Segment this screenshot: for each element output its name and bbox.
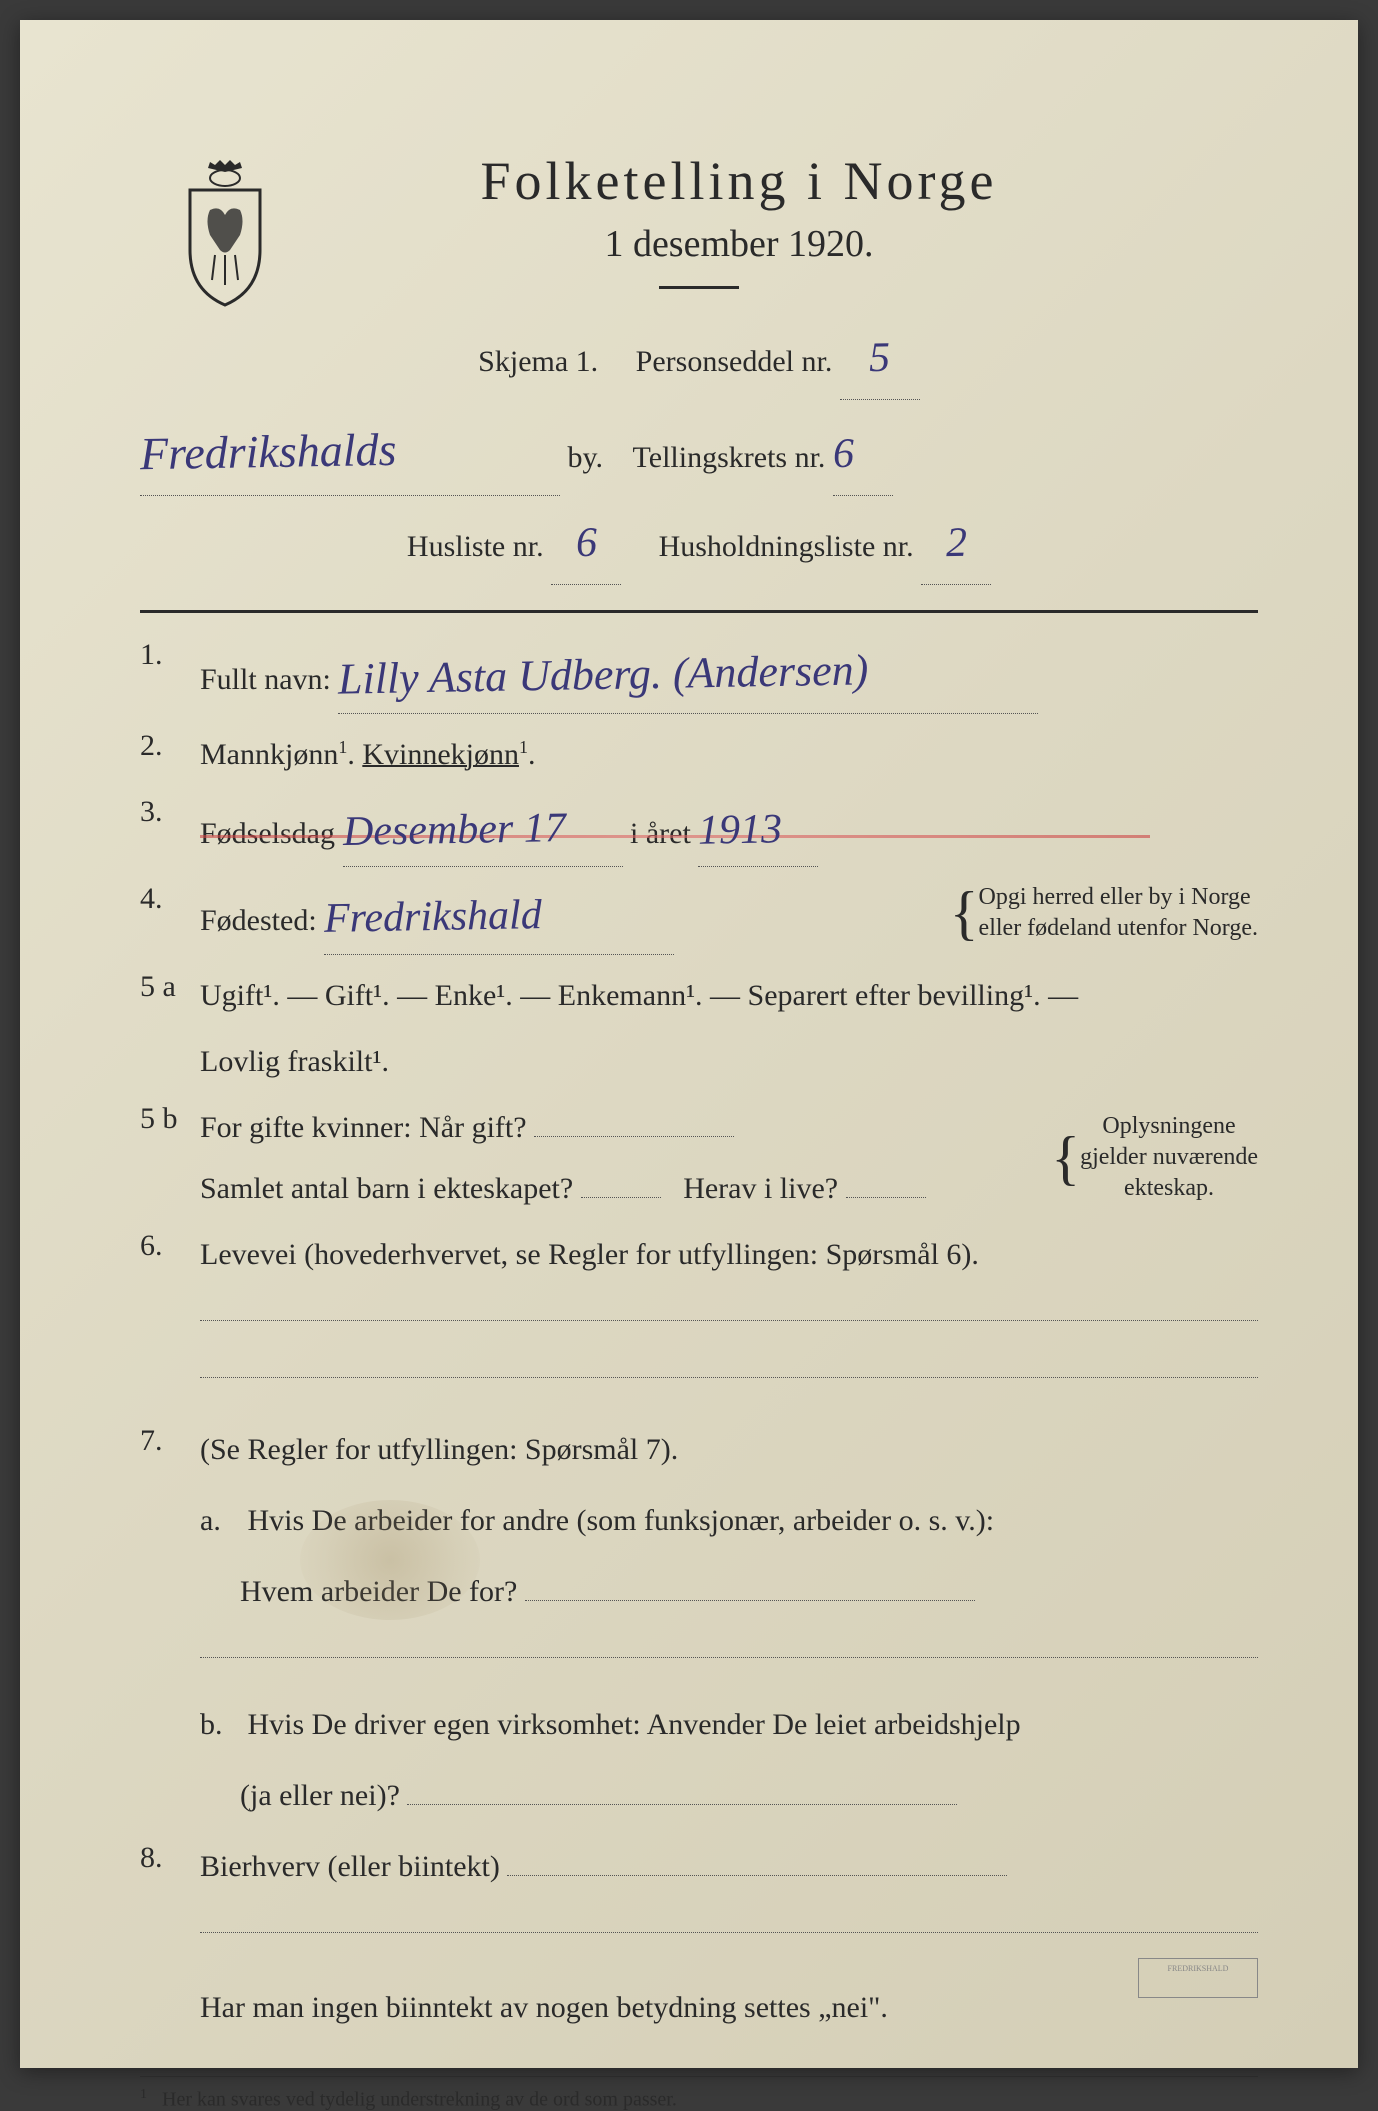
q3-year-label: i året (630, 817, 691, 850)
q7b-line1: Hvis De driver egen virksomhet: Anvender… (248, 1708, 1021, 1741)
question-8: 8. Bierhverv (eller biintekt) (140, 1841, 1258, 1949)
q7a-blank2 (200, 1657, 1258, 1658)
q8-label: Bierhverv (eller biintekt) (200, 1850, 500, 1883)
q7b-blank (407, 1804, 957, 1805)
shield-svg (170, 160, 280, 310)
question-7: 7. (Se Regler for utfyllingen: Spørsmål … (140, 1424, 1258, 1821)
footer-note: Har man ingen biinntekt av nogen betydni… (200, 1979, 1258, 2036)
q5b-note3: ekteskap. (1080, 1173, 1258, 1204)
question-2: 2. Mannkjønn1. Kvinnekjønn1. (140, 729, 1258, 780)
form-subtitle: 1 desember 1920. (220, 222, 1258, 266)
footnote-num: 1 (140, 2087, 147, 2102)
q6-blank2 (200, 1377, 1258, 1378)
q7-label: (Se Regler for utfyllingen: Spørsmål 7). (200, 1424, 1258, 1475)
q1-value: Lilly Asta Udberg. (Andersen) (338, 633, 870, 717)
q1-num: 1. (140, 638, 200, 672)
skjema-label: Skjema 1. (478, 345, 598, 378)
q1-label: Fullt navn: (200, 663, 331, 696)
q3-year-value: 1913 (698, 794, 783, 867)
q4-note2: eller fødeland utenfor Norge. (979, 913, 1258, 944)
husholdning-label: Husholdningsliste nr. (659, 530, 914, 563)
q7-num: 7. (140, 1424, 200, 1458)
q5b-label2: Samlet antal barn i ekteskapet? (200, 1172, 573, 1205)
q5b-num: 5 b (140, 1102, 200, 1136)
section-divider-1 (140, 610, 1258, 613)
question-5b: 5 b For gifte kvinner: Når gift? Samlet … (140, 1102, 1258, 1214)
question-1: 1. Fullt navn: Lilly Asta Udberg. (Ander… (140, 638, 1258, 714)
husliste-line: Husliste nr. 6 Husholdningsliste nr. 2 (140, 504, 1258, 585)
by-value: Fredrikshalds (139, 406, 397, 498)
q2-kvinne: Kvinnekjønn (362, 738, 519, 771)
q7a-blank (525, 1600, 975, 1601)
tellingskrets-label: Tellingskrets nr. (633, 441, 826, 474)
q3-num: 3. (140, 795, 200, 829)
q5b-blank1 (534, 1136, 734, 1137)
q5b-label1: For gifte kvinner: Når gift? (200, 1111, 527, 1144)
q2-sup1: 1 (338, 737, 347, 757)
q4-note1: Opgi herred eller by i Norge (979, 882, 1258, 913)
q2-sup2: 1 (519, 737, 528, 757)
census-form-document: Folketelling i Norge 1 desember 1920. Sk… (20, 20, 1358, 2068)
q8-num: 8. (140, 1841, 200, 1875)
q7b-line2: (ja eller nei)? (240, 1779, 400, 1812)
q5a-options: Ugift¹. — Gift¹. — Enke¹. — Enkemann¹. —… (200, 970, 1258, 1021)
footnote: 1 Her kan svares ved tydelig understrekn… (140, 2076, 1258, 2111)
q4-value: Fredrikshald (324, 880, 543, 955)
q7b-letter: b. (200, 1699, 240, 1750)
q8-blank2 (200, 1932, 1258, 1933)
form-meta-section: Skjema 1. Personseddel nr. 5 Fredrikshal… (140, 319, 1258, 585)
q5b-blank2 (581, 1197, 661, 1198)
q3-label: Fødselsdag (200, 817, 335, 850)
by-label: by. (568, 441, 604, 474)
question-4: 4. Fødested: Fredrikshald { Opgi herred … (140, 882, 1258, 954)
by-line: Fredrikshalds by. Tellingskrets nr. 6 (140, 408, 1258, 496)
tellingskrets-value: 6 (832, 415, 854, 495)
paper-stain (300, 1500, 480, 1620)
q6-blank1 (200, 1320, 1258, 1321)
q5b-label3: Herav i live? (683, 1172, 838, 1205)
q6-label: Levevei (hovederhvervet, se Regler for u… (200, 1238, 979, 1271)
q2-mann: Mannkjønn (200, 738, 338, 771)
header-divider (659, 286, 739, 289)
form-title: Folketelling i Norge (220, 150, 1258, 212)
question-3: 3. Fødselsdag Desember 17 i året 1913 (140, 795, 1258, 867)
brace-icon: { (950, 889, 979, 937)
husliste-value: 6 (575, 504, 597, 584)
question-5a: 5 a Ugift¹. — Gift¹. — Enke¹. — Enkemann… (140, 970, 1258, 1087)
footnote-text: Her kan svares ved tydelig understreknin… (162, 2088, 677, 2110)
q5b-note2: gjelder nuværende (1080, 1142, 1258, 1173)
q5a-num: 5 a (140, 970, 200, 1004)
personseddel-label: Personseddel nr. (636, 345, 833, 378)
q5b-blank3 (846, 1197, 926, 1198)
q8-blank (507, 1875, 1007, 1876)
q4-num: 4. (140, 882, 200, 916)
brace-icon-2: { (1051, 1134, 1080, 1182)
husliste-label: Husliste nr. (407, 530, 544, 563)
coat-of-arms-icon (170, 160, 280, 310)
q6-num: 6. (140, 1229, 200, 1263)
question-6: 6. Levevei (hovederhvervet, se Regler fo… (140, 1229, 1258, 1394)
form-header: Folketelling i Norge 1 desember 1920. (140, 150, 1258, 289)
q5b-note1: Oplysningene (1080, 1111, 1258, 1142)
q3-day-value: Desember 17 (342, 793, 566, 868)
skjema-line: Skjema 1. Personseddel nr. 5 (140, 319, 1258, 400)
q5a-options2: Lovlig fraskilt¹. (200, 1036, 1258, 1087)
q7a-letter: a. (200, 1495, 240, 1546)
husholdning-value: 2 (945, 504, 967, 584)
q2-num: 2. (140, 729, 200, 763)
personseddel-nr-value: 5 (869, 319, 891, 399)
printer-stamp: FREDRIKSHALD (1138, 1958, 1258, 1998)
q4-label: Fødested: (200, 904, 317, 937)
